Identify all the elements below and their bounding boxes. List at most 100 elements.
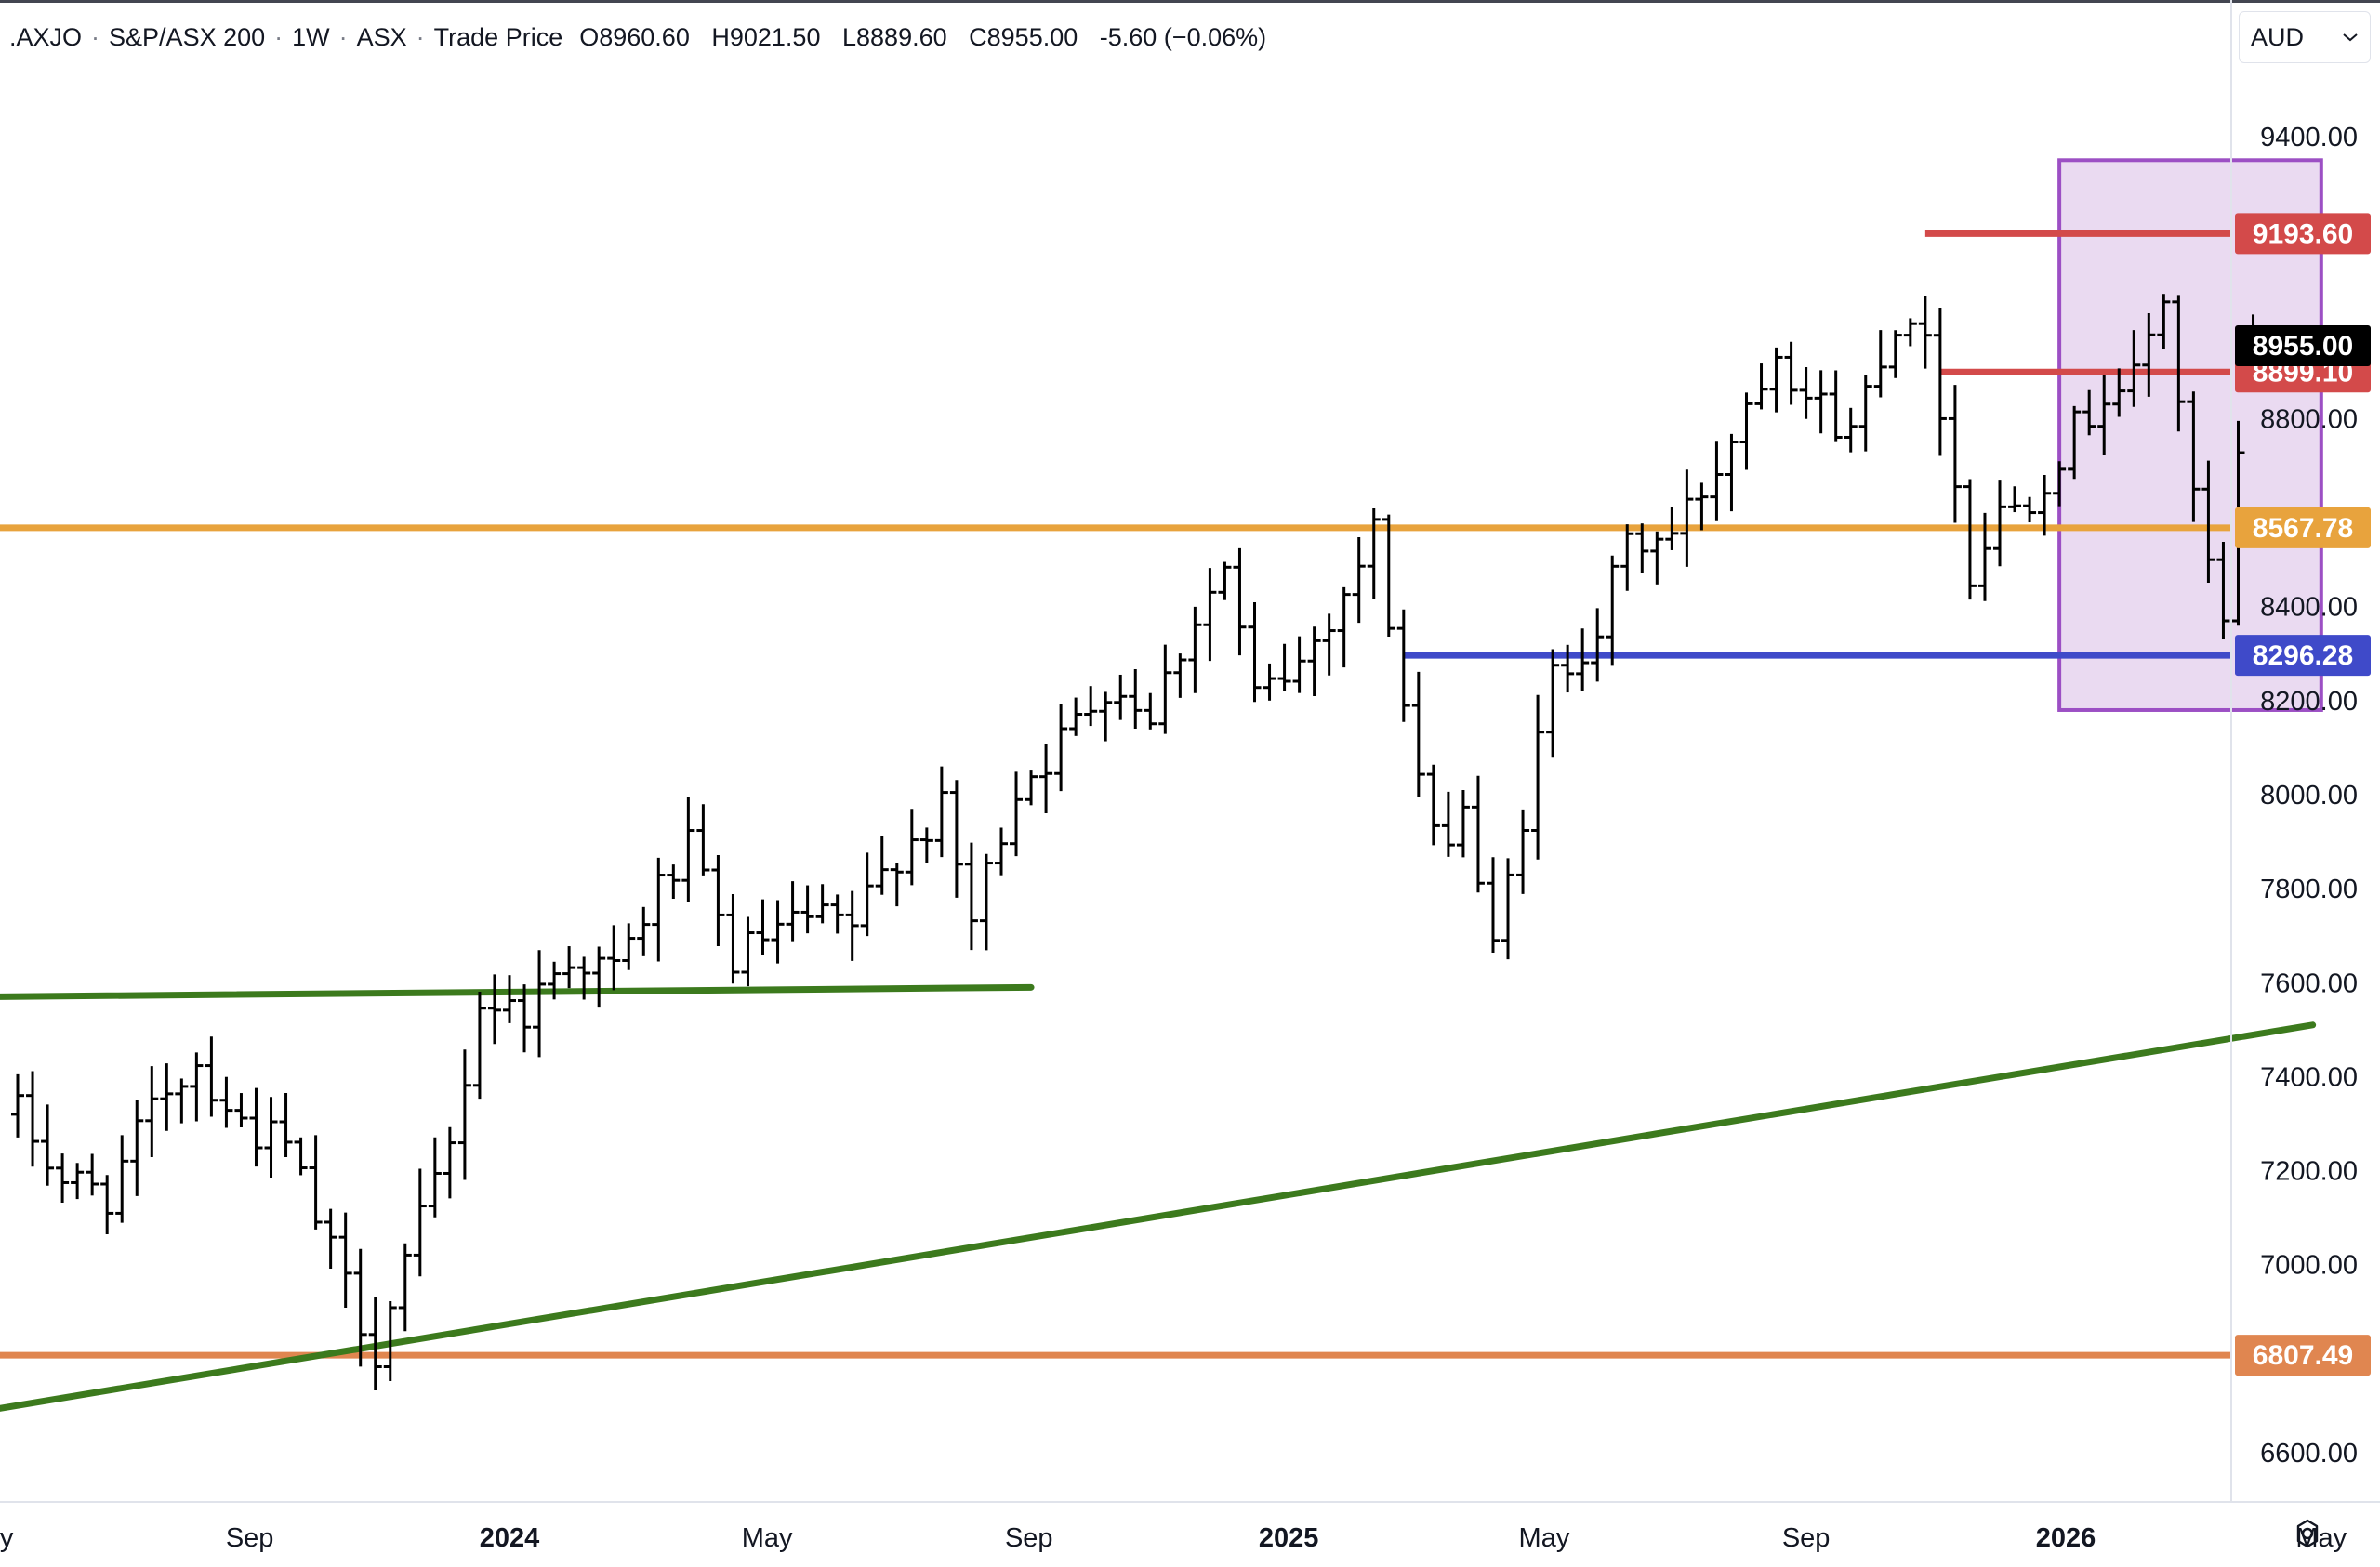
ohlc-bar — [1680, 469, 1694, 567]
ohlc-bar — [2127, 330, 2141, 407]
price-label-8296.28: 8296.28 — [2253, 640, 2353, 671]
ohlc-bar — [1248, 602, 1262, 703]
chevron-down-icon — [2342, 27, 2359, 48]
high-value: 9021.50 — [729, 22, 821, 51]
ohlc-bar — [368, 1297, 382, 1391]
ohlc-bar — [205, 1036, 218, 1117]
ohlc-bar — [1069, 697, 1083, 736]
close-value: 8955.00 — [986, 22, 1078, 51]
ohlc-bar — [353, 1248, 367, 1367]
ohlc-bar — [815, 884, 829, 924]
ohlc-bar — [1844, 407, 1858, 453]
ohlc-bar — [1576, 628, 1590, 691]
ohlc-bar — [457, 1049, 471, 1180]
symbol-ticker[interactable]: .AXJO — [9, 22, 83, 51]
x-tick-label: 2026 — [2036, 1523, 2096, 1553]
ohlc-bar — [1546, 649, 1560, 758]
ohlc-bar — [681, 797, 695, 902]
separator: · — [91, 22, 100, 51]
ohlc-bar — [1486, 857, 1500, 954]
x-tick-label: May — [1519, 1523, 1570, 1553]
ohlc-bar — [1396, 609, 1410, 722]
ohlc-bar — [294, 1137, 308, 1176]
y-tick-label: 8000.00 — [2260, 781, 2358, 810]
ohlc-bar — [11, 1073, 25, 1138]
ohlc-bar — [1993, 480, 2007, 567]
ohlc-bar — [324, 1208, 337, 1269]
currency-value: AUD — [2251, 22, 2305, 51]
ohlc-bar — [1903, 318, 1917, 347]
ohlc-bar — [1799, 366, 1813, 419]
ohlc-bar — [160, 1063, 174, 1131]
price-label-6807.49-bg — [2235, 1335, 2371, 1376]
ohlc-bar — [338, 1212, 352, 1308]
ohlc-bar — [1203, 568, 1217, 662]
x-tick-label: May — [0, 1523, 14, 1553]
ohlc-bar — [2008, 486, 2022, 513]
ohlc-bar — [2023, 496, 2037, 523]
ohlc-bar — [428, 1137, 442, 1218]
ohlc-bar — [1084, 686, 1098, 727]
ohlc-bar — [577, 956, 591, 1000]
high-label: H — [711, 22, 730, 51]
last-price-label-bg — [2235, 325, 2371, 367]
ohlc-bar — [1367, 507, 1381, 599]
ohlc-bar — [398, 1243, 412, 1332]
ohlc-bar — [1948, 385, 1962, 523]
ohlc-bar — [711, 854, 725, 947]
ohlc-bar — [1888, 330, 1902, 378]
currency-selector[interactable]: AUD — [2239, 11, 2371, 63]
ohlc-bar — [1963, 479, 1977, 600]
gear-icon[interactable] — [2289, 1515, 2326, 1552]
ohlc-bar — [1501, 858, 1515, 960]
ohlc-bar — [264, 1097, 278, 1179]
ohlc-bar — [786, 881, 800, 942]
ohlc-bar — [1010, 771, 1024, 857]
ohlc-bar — [607, 925, 621, 991]
ohlc-bar — [413, 1168, 427, 1277]
symbol-name: S&P/ASX 200 — [109, 22, 266, 51]
ohlc-bar — [1620, 524, 1634, 591]
ohlc-bar — [2157, 294, 2171, 349]
ohlc-bar — [175, 1078, 189, 1124]
ohlc-bar — [1054, 704, 1068, 792]
ohlc-bar — [1665, 507, 1679, 550]
ohlc-bar — [1591, 608, 1605, 682]
ohlc-bar — [800, 885, 814, 934]
ohlc-bar — [219, 1076, 233, 1128]
ohlc-bar — [1099, 691, 1113, 742]
ohlc-bar — [1918, 295, 1932, 369]
ohlc-bar — [2082, 389, 2096, 436]
ohlc-bar — [2112, 368, 2126, 417]
y-tick-label: 7000.00 — [2260, 1251, 2358, 1281]
y-tick-label: 8200.00 — [2260, 687, 2358, 717]
exchange-label: ASX — [356, 22, 407, 51]
ohlc-bar — [726, 894, 740, 984]
price-label-8296.28-bg — [2235, 635, 2371, 677]
ohlc-bar — [934, 766, 948, 858]
ohlc-bar — [890, 863, 904, 907]
x-tick-label: 2024 — [480, 1523, 540, 1553]
ohlc-bar — [1352, 537, 1366, 624]
symbol-header: .AXJO · S&P/ASX 200 · 1W · ASX · Trade P… — [0, 0, 2241, 74]
open-label: O — [579, 22, 600, 51]
ohlc-bar — [1307, 626, 1321, 696]
ohlc-bar — [1784, 341, 1798, 405]
ohlc-bar — [100, 1175, 114, 1235]
ohlc-bar — [56, 1153, 70, 1204]
y-tick-label: 8800.00 — [2260, 404, 2358, 434]
top-rule — [0, 0, 2380, 3]
interval-label[interactable]: 1W — [292, 22, 330, 51]
ohlc-bar — [1382, 514, 1395, 637]
low-label: L — [841, 22, 857, 51]
ohlc-bar — [1977, 512, 1991, 601]
open-value: 8960.60 — [599, 22, 690, 51]
y-tick-label: 7600.00 — [2260, 968, 2358, 998]
ohlc-bar — [2172, 295, 2186, 432]
x-tick-label: Sep — [1782, 1523, 1831, 1553]
ohlc-bar — [279, 1092, 293, 1158]
ohlc-bar — [1695, 482, 1709, 531]
ohlc-bar — [1337, 586, 1351, 668]
